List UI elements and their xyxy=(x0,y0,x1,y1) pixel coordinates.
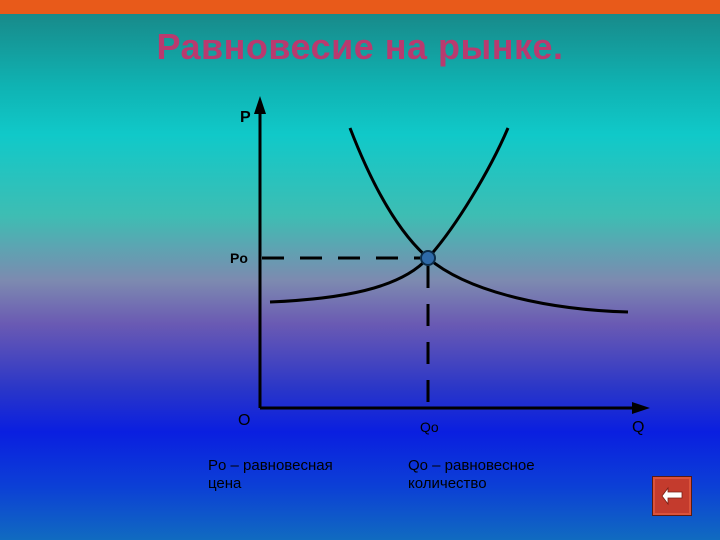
supply-curve xyxy=(270,128,508,302)
x-axis-arrow xyxy=(632,402,650,414)
origin-label: O xyxy=(238,412,250,429)
back-arrow-icon xyxy=(660,486,684,506)
legend-p-line2: цена xyxy=(208,475,242,492)
demand-curve xyxy=(350,128,628,312)
legend-q-line1: Qо – равновесное xyxy=(408,457,535,474)
x-axis-label: Q xyxy=(632,419,644,436)
y-axis-arrow xyxy=(254,96,266,114)
back-button[interactable] xyxy=(652,476,692,516)
equilibrium-chart: P Q O Pо Qо Pо – равновесная цена Qо – р… xyxy=(0,0,720,540)
legend-p-line1: Pо – равновесная xyxy=(208,457,333,474)
y-axis-label: P xyxy=(240,109,251,126)
legend-q-line2: количество xyxy=(408,475,487,492)
slide: Равновесие на рынке. P Q O Pо Qо Pо – ра… xyxy=(0,0,720,540)
equilibrium-point xyxy=(421,251,435,265)
p0-label: Pо xyxy=(230,250,248,266)
axes xyxy=(254,96,650,414)
q0-label: Qо xyxy=(420,419,439,435)
